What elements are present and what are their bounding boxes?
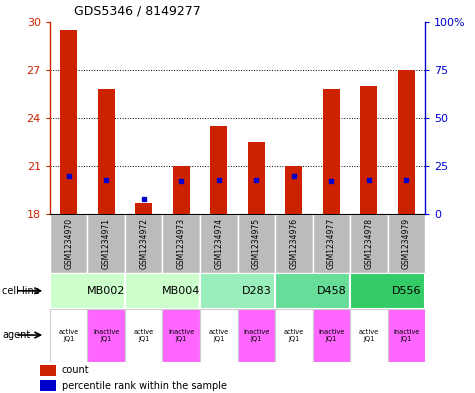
Bar [388,214,425,273]
Bar [50,309,87,362]
Bar [398,70,415,214]
Text: inactive
JQ1: inactive JQ1 [243,329,269,342]
Bar [200,214,238,273]
Bar [162,309,200,362]
Bar [125,309,162,362]
Text: D458: D458 [316,286,346,296]
Bar [313,214,350,273]
Bar [200,273,275,309]
Bar [275,309,313,362]
Bar [275,273,350,309]
Text: active
JQ1: active JQ1 [209,329,229,342]
Bar [135,203,152,214]
Text: GDS5346 / 8149277: GDS5346 / 8149277 [74,5,200,18]
Bar [125,214,162,273]
Bar [275,214,313,273]
Text: inactive
JQ1: inactive JQ1 [318,329,344,342]
Bar [350,309,388,362]
Bar [87,214,125,273]
Text: cell line: cell line [2,286,40,296]
Text: active
JQ1: active JQ1 [133,329,154,342]
Text: MB004: MB004 [162,286,200,296]
Bar [87,309,125,362]
Text: GSM1234978: GSM1234978 [364,218,373,269]
Bar [50,273,125,309]
Bar [248,142,265,214]
Bar [173,166,190,214]
Bar [50,214,87,273]
Text: agent: agent [2,330,30,340]
Text: active
JQ1: active JQ1 [284,329,304,342]
Bar [313,309,350,362]
Bar [210,126,227,214]
Text: inactive
JQ1: inactive JQ1 [393,329,419,342]
Bar [350,273,425,309]
Bar [323,89,340,214]
Bar [162,214,200,273]
Text: GSM1234973: GSM1234973 [177,218,186,269]
Bar [40,380,56,391]
Text: GSM1234977: GSM1234977 [327,218,336,269]
Text: active
JQ1: active JQ1 [359,329,379,342]
Text: GSM1234976: GSM1234976 [289,218,298,269]
Bar [388,309,425,362]
Bar [350,214,388,273]
Text: percentile rank within the sample: percentile rank within the sample [62,381,227,391]
Bar [40,365,56,376]
Text: inactive
JQ1: inactive JQ1 [93,329,119,342]
Bar [361,86,377,214]
Text: GSM1234975: GSM1234975 [252,218,261,269]
Text: GSM1234974: GSM1234974 [214,218,223,269]
Bar [238,309,275,362]
Text: active
JQ1: active JQ1 [58,329,79,342]
Text: MB002: MB002 [87,286,125,296]
Text: D556: D556 [391,286,421,296]
Bar [238,214,275,273]
Text: GSM1234970: GSM1234970 [64,218,73,269]
Text: D283: D283 [241,286,271,296]
Bar [60,29,77,214]
Bar [200,309,238,362]
Bar [285,166,302,214]
Text: inactive
JQ1: inactive JQ1 [168,329,194,342]
Text: GSM1234979: GSM1234979 [402,218,411,269]
Bar [125,273,200,309]
Text: GSM1234971: GSM1234971 [102,218,111,269]
Bar [98,89,114,214]
Text: GSM1234972: GSM1234972 [139,218,148,269]
Text: count: count [62,365,89,375]
